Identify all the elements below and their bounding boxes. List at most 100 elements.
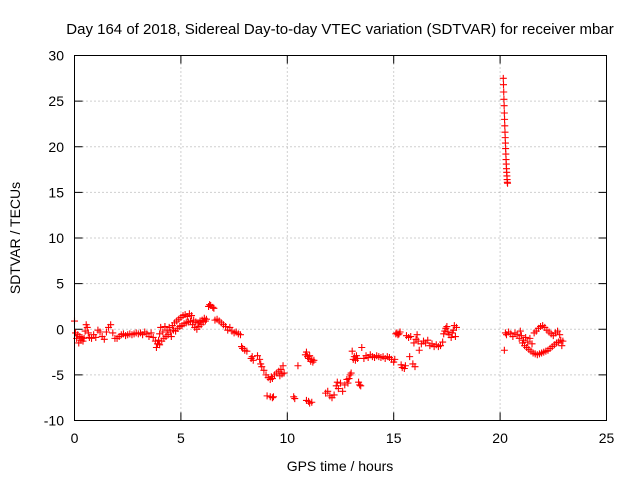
data-point bbox=[500, 109, 508, 117]
data-point bbox=[260, 366, 268, 374]
data-point bbox=[202, 315, 210, 323]
y-axis-title: SDTVAR / TECUs bbox=[7, 182, 23, 294]
data-point bbox=[501, 329, 509, 337]
x-tick-label: 0 bbox=[71, 430, 79, 446]
data-point bbox=[268, 375, 276, 383]
data-point bbox=[254, 352, 262, 360]
data-point bbox=[258, 363, 266, 371]
data-point bbox=[500, 346, 508, 354]
data-point bbox=[100, 335, 108, 343]
data-point bbox=[102, 328, 110, 336]
data-point bbox=[277, 365, 285, 373]
data-point bbox=[522, 333, 530, 341]
data-point bbox=[517, 332, 525, 340]
data-point bbox=[554, 327, 562, 335]
data-point bbox=[149, 333, 157, 341]
data-point bbox=[84, 329, 92, 337]
data-point bbox=[500, 95, 508, 103]
data-point bbox=[528, 340, 536, 348]
data-point bbox=[526, 334, 534, 342]
data-point bbox=[188, 312, 196, 320]
data-point bbox=[226, 323, 234, 331]
data-point bbox=[347, 369, 355, 377]
data-point bbox=[516, 327, 524, 335]
data-point bbox=[447, 333, 455, 341]
data-point bbox=[391, 355, 399, 363]
data-points bbox=[71, 74, 567, 407]
data-point bbox=[306, 352, 314, 360]
data-point bbox=[324, 387, 332, 395]
x-axis-title: GPS time / hours bbox=[287, 458, 394, 474]
data-point bbox=[243, 347, 251, 355]
data-point bbox=[345, 375, 353, 383]
data-point bbox=[357, 382, 365, 390]
y-tick-label: 5 bbox=[56, 276, 64, 292]
data-point bbox=[337, 379, 344, 387]
data-point bbox=[280, 369, 288, 377]
data-point bbox=[156, 341, 164, 349]
y-tick-label: -10 bbox=[44, 413, 64, 429]
data-point bbox=[263, 392, 271, 400]
y-tick-label: 25 bbox=[48, 93, 64, 109]
data-point bbox=[209, 303, 217, 311]
data-point bbox=[334, 385, 342, 393]
data-point bbox=[499, 74, 507, 82]
x-tick-label: 5 bbox=[177, 430, 185, 446]
y-tick-label: 20 bbox=[48, 139, 64, 155]
data-point bbox=[83, 323, 91, 331]
data-point bbox=[333, 378, 341, 386]
y-tick-label: 30 bbox=[48, 48, 64, 64]
data-point bbox=[310, 356, 318, 364]
data-point bbox=[249, 356, 257, 364]
y-tick-label: 0 bbox=[56, 321, 64, 337]
data-point bbox=[88, 334, 96, 342]
data-point bbox=[413, 331, 421, 339]
data-point bbox=[354, 354, 362, 362]
x-tick-label: 25 bbox=[599, 430, 615, 446]
data-point bbox=[439, 338, 447, 346]
data-point bbox=[559, 337, 567, 345]
data-point bbox=[279, 362, 287, 370]
y-tick-label: -5 bbox=[52, 367, 65, 383]
data-point bbox=[157, 323, 165, 331]
data-point bbox=[344, 379, 352, 387]
data-point bbox=[155, 336, 163, 344]
data-point bbox=[294, 362, 302, 370]
data-point bbox=[401, 362, 409, 370]
data-point bbox=[451, 333, 459, 341]
data-point bbox=[501, 115, 509, 123]
data-point bbox=[308, 398, 316, 406]
data-point bbox=[524, 338, 532, 346]
data-point bbox=[411, 363, 419, 371]
data-point bbox=[348, 347, 356, 355]
x-tick-labels: 0 5 10 15 20 25 bbox=[71, 430, 615, 446]
data-point bbox=[222, 323, 230, 331]
data-point bbox=[424, 336, 432, 344]
x-tick-label: 15 bbox=[386, 430, 402, 446]
data-point bbox=[452, 323, 460, 331]
data-point bbox=[339, 387, 347, 395]
data-point bbox=[396, 328, 404, 336]
data-point bbox=[109, 329, 117, 337]
data-point bbox=[107, 321, 115, 329]
data-point bbox=[96, 328, 104, 336]
y-tick-label: 10 bbox=[48, 230, 64, 246]
data-point bbox=[330, 391, 338, 399]
data-point bbox=[513, 331, 521, 339]
data-point bbox=[500, 81, 508, 89]
data-point bbox=[236, 331, 244, 339]
data-point bbox=[501, 122, 509, 130]
data-point bbox=[356, 381, 364, 389]
data-point bbox=[269, 393, 277, 401]
data-point bbox=[291, 395, 299, 403]
data-point bbox=[500, 102, 508, 110]
data-point bbox=[238, 343, 246, 351]
data-point bbox=[556, 331, 564, 339]
data-point bbox=[437, 342, 445, 350]
data-point bbox=[558, 342, 566, 350]
data-point bbox=[186, 317, 194, 325]
data-point bbox=[290, 393, 298, 401]
data-point bbox=[147, 329, 155, 337]
data-point bbox=[500, 88, 508, 96]
